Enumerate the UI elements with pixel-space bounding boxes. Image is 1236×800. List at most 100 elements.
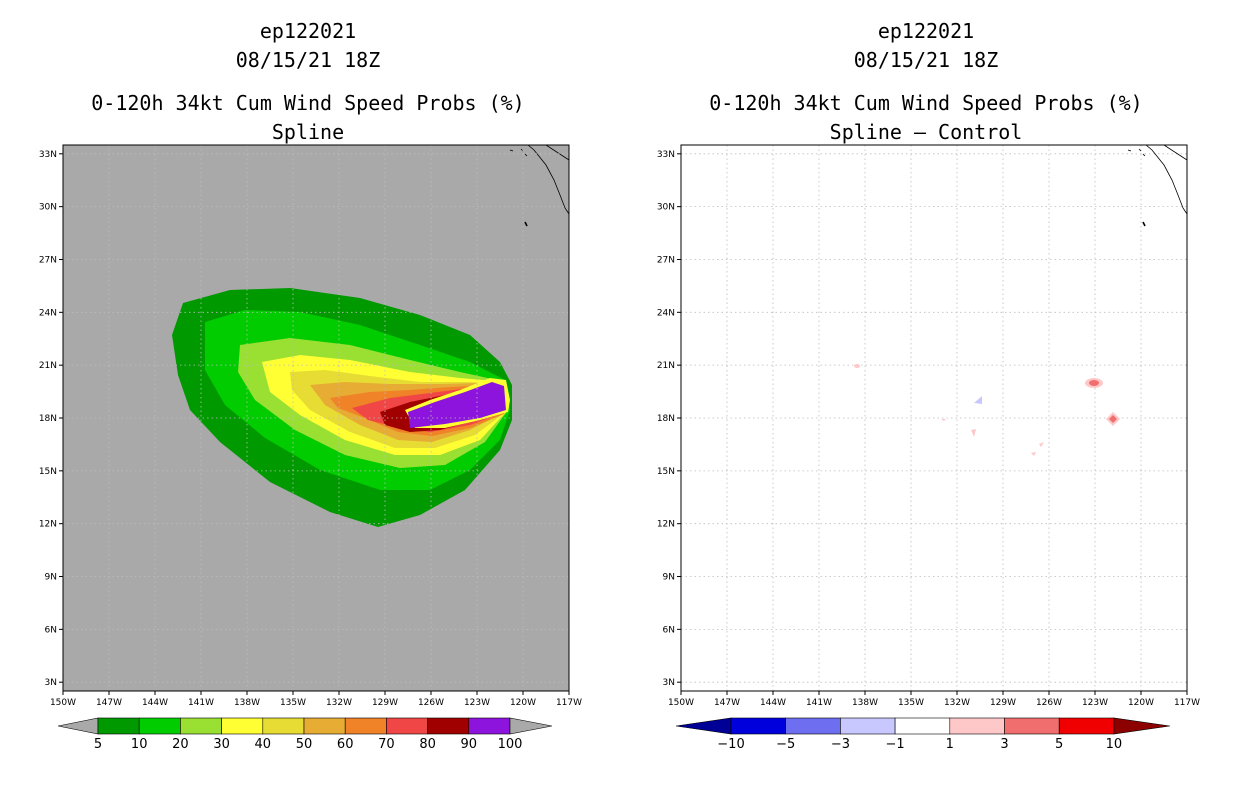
left-colorbar-label: 100 [498, 737, 523, 752]
left-date: 08/15/21 18Z [236, 48, 381, 72]
left-subtitle: Spline [272, 120, 344, 144]
diff-blob [1089, 380, 1099, 386]
left-lat-label: 24N [39, 308, 57, 318]
left-lon-label: 126W [418, 698, 444, 708]
left-colorbar-label: 5 [94, 737, 102, 752]
left-lat-label: 9N [45, 573, 57, 583]
left-lat-label: 18N [39, 414, 57, 424]
contour-100 [408, 382, 506, 428]
right-colorbar: −10 −5 −3 −1 1 3 5 10 [675, 717, 1171, 752]
left-lon-label: 147W [96, 698, 122, 708]
right-product-title: 0-120h 34kt Cum Wind Speed Probs (%) [709, 91, 1142, 115]
left-colorbar-label: 70 [378, 737, 395, 752]
right-lon-label: 135W [898, 698, 924, 708]
diff-blob [1031, 452, 1036, 456]
right-lon-labels: 150W 147W 144W 141W 138W 135W 132W 129W 126W 123W… [668, 691, 1200, 708]
right-lon-label: 141W [806, 698, 832, 708]
diff-blob [1109, 415, 1117, 423]
left-colorbar: 5 10 20 30 40 50 60 70 80 90 100 [57, 717, 553, 752]
right-lon-label: 126W [1036, 698, 1062, 708]
left-lat-label: 27N [39, 255, 57, 265]
right-colorbar-swatch [840, 717, 896, 735]
diff-blob [941, 419, 946, 421]
left-colorbar-high-arrow [509, 717, 553, 735]
right-colorbar-label: −3 [831, 737, 850, 752]
right-lat-label: 30N [657, 203, 675, 213]
left-colorbar-swatch [303, 717, 346, 735]
left-colorbar-swatch [221, 717, 264, 735]
right-lon-label: 132W [944, 698, 970, 708]
right-lon-label: 120W [1128, 698, 1154, 708]
left-lat-label: 33N [39, 150, 57, 160]
left-colorbar-low-arrow [57, 717, 99, 735]
left-coastline [509, 145, 569, 227]
left-lat-label: 6N [45, 625, 57, 635]
right-lon-label: 123W [1082, 698, 1108, 708]
left-lat-label: 30N [39, 203, 57, 213]
right-lat-label: 15N [657, 467, 675, 477]
right-lat-label: 6N [663, 625, 675, 635]
left-colorbar-label: 50 [296, 737, 313, 752]
right-difference-blobs [854, 364, 1120, 456]
diff-blob [1039, 442, 1044, 447]
left-lon-label: 135W [280, 698, 306, 708]
right-colorbar-swatch [785, 717, 841, 735]
left-lon-label: 150W [50, 698, 76, 708]
right-colorbar-label: 10 [1106, 737, 1123, 752]
left-colorbar-swatch [262, 717, 305, 735]
right-lat-label: 24N [657, 308, 675, 318]
right-lon-label: 117W [1174, 698, 1200, 708]
right-colorbar-swatch [730, 717, 787, 735]
left-colorbar-label: 90 [461, 737, 478, 752]
left-lat-labels: 33N 30N 27N 24N 21N 18N 15N 12N 9N 6N 3N [39, 150, 63, 688]
right-coastline [1127, 145, 1187, 227]
right-storm-id: ep122021 [878, 19, 974, 43]
diff-blob [971, 429, 976, 437]
left-gridlines [63, 145, 570, 691]
left-lat-label: 3N [45, 678, 57, 688]
right-colorbar-label: −1 [886, 737, 905, 752]
left-colorbar-swatch [180, 717, 222, 735]
right-colorbar-label: −10 [717, 737, 744, 752]
left-lon-label: 123W [464, 698, 490, 708]
left-colorbar-swatch [427, 717, 470, 735]
right-panel: ep122021 08/15/21 18Z 0-120h 34kt Cum Wi… [657, 19, 1200, 752]
right-lat-label: 18N [657, 414, 675, 424]
right-colorbar-swatch [949, 717, 1005, 735]
right-lat-label: 9N [663, 573, 675, 583]
right-lat-label: 12N [657, 520, 675, 530]
left-lon-label: 132W [326, 698, 352, 708]
left-storm-id: ep122021 [260, 19, 356, 43]
right-colorbar-swatch [1004, 717, 1060, 735]
left-colorbar-swatch [138, 717, 181, 735]
right-lat-labels: 33N 30N 27N 24N 21N 18N 15N 12N 9N 6N 3N [657, 150, 681, 688]
left-colorbar-label: 20 [172, 737, 189, 752]
right-lon-label: 150W [668, 698, 694, 708]
left-lon-label: 138W [234, 698, 260, 708]
left-lon-labels: 150W 147W 144W 141W 138W 135W 132W 129W 126W 123W… [50, 691, 582, 708]
left-lat-label: 21N [39, 361, 57, 371]
left-lat-label: 12N [39, 520, 57, 530]
left-colorbar-swatch [344, 717, 387, 735]
right-colorbar-label: 5 [1055, 737, 1063, 752]
right-lat-label: 27N [657, 255, 675, 265]
right-colorbar-label: −5 [776, 737, 795, 752]
right-colorbar-low-arrow [675, 717, 732, 735]
left-colorbar-label: 30 [213, 737, 230, 752]
left-panel: ep122021 08/15/21 18Z 0-120h 34kt Cum Wi… [39, 19, 582, 752]
left-colorbar-label: 40 [255, 737, 272, 752]
right-colorbar-high-arrow [1113, 717, 1171, 735]
left-lon-label: 129W [372, 698, 398, 708]
left-lon-label: 117W [556, 698, 582, 708]
left-colorbar-swatch [386, 717, 428, 735]
right-gridlines [681, 145, 1188, 691]
right-colorbar-label: 1 [946, 737, 954, 752]
right-lon-label: 138W [852, 698, 878, 708]
left-colorbar-swatch [468, 717, 511, 735]
right-subtitle: Spline – Control [830, 120, 1023, 144]
right-lon-label: 129W [990, 698, 1016, 708]
diff-blob [974, 396, 982, 404]
left-lon-label: 141W [188, 698, 214, 708]
left-colorbar-label: 10 [131, 737, 148, 752]
